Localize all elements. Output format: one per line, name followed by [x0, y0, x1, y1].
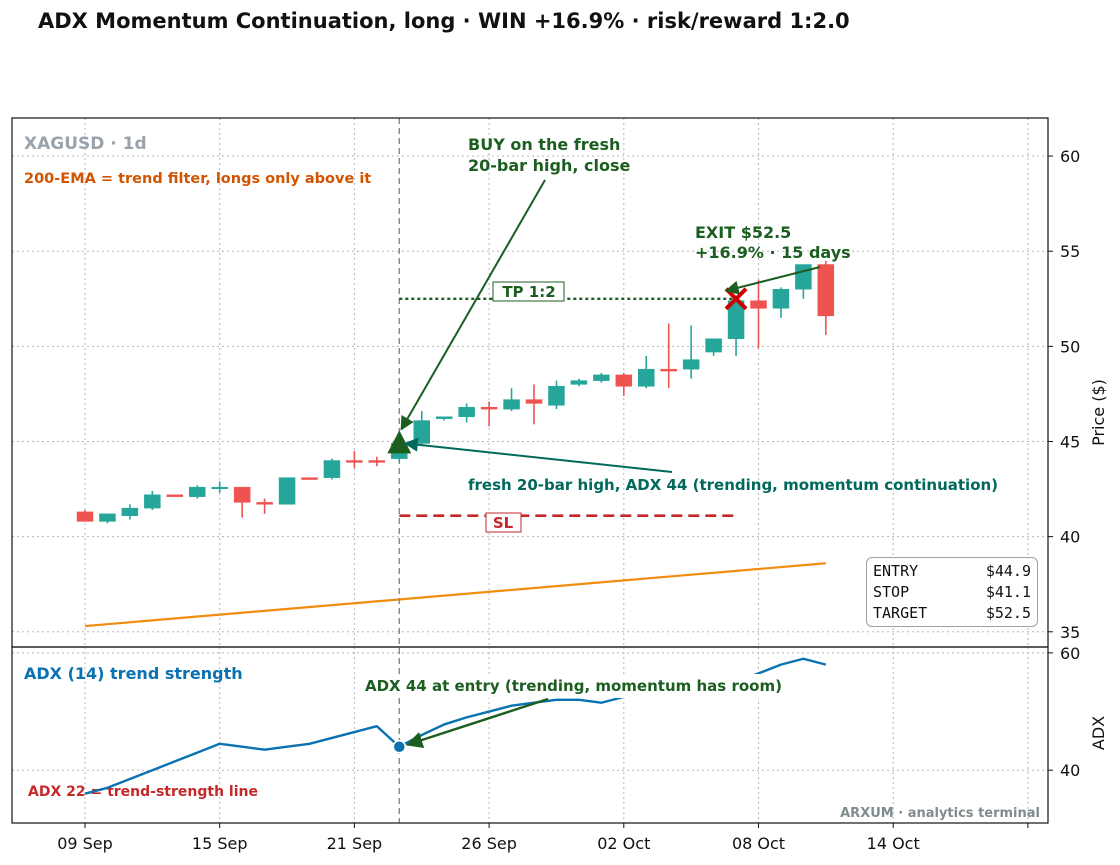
x-tick-label: 02 Oct — [597, 834, 650, 853]
trade-row-entry: ENTRY $44.9 — [873, 561, 1031, 582]
ema200-line — [84, 562, 826, 628]
candle-bull — [121, 507, 139, 516]
candle-bull — [211, 486, 228, 490]
candle-bear — [750, 300, 767, 309]
candle-bull — [795, 264, 812, 290]
x-tick-label: 09 Sep — [57, 834, 113, 853]
x-tick-label: 21 Sep — [327, 834, 383, 853]
candle-bull — [503, 399, 520, 410]
signal-note: fresh 20-bar high, ADX 44 (trending, mom… — [468, 476, 998, 494]
trade-value: $52.5 — [985, 604, 1031, 622]
x-tick-label: 15 Sep — [192, 834, 248, 853]
candle-bull — [458, 406, 475, 418]
candle-bear — [368, 460, 386, 463]
trade-value: $44.9 — [985, 562, 1031, 580]
buy-note-line1: BUY on the fresh — [468, 135, 620, 154]
candle-bull — [144, 494, 161, 509]
candle-bull — [682, 359, 700, 370]
price-axis-label: Price ($) — [1089, 379, 1108, 446]
exit-note-arrow — [724, 266, 821, 295]
tp-label-box — [492, 281, 565, 302]
candle-bear — [525, 399, 543, 404]
sl-label: SL — [493, 514, 514, 532]
candle-bull — [323, 460, 341, 478]
candle-bear — [256, 502, 273, 505]
candle-bull — [548, 386, 565, 406]
candle-bear — [615, 374, 633, 387]
adx-entry-dot — [392, 739, 407, 754]
candle-bull — [638, 368, 655, 387]
trade-value: $41.1 — [985, 583, 1031, 601]
x-tick-label: 08 Oct — [732, 834, 785, 853]
candle-bear — [346, 460, 363, 463]
candle-bull — [570, 380, 588, 385]
adx-threshold-label: ADX 22 = trend-strength line — [28, 784, 258, 800]
adx-pane-title: ADX (14) trend strength — [24, 664, 243, 683]
trade-key: TARGET — [873, 604, 928, 622]
buy-note-line2: 20-bar high, close — [468, 156, 630, 175]
candle-bull — [593, 374, 610, 381]
trade-key: ENTRY — [873, 562, 919, 580]
adx-tick-label: 40 — [1060, 761, 1080, 780]
tp-label: TP 1:2 — [502, 283, 555, 301]
adx-entry-note: ADX 44 at entry (trending, momentum has … — [365, 677, 782, 695]
candle-bull — [435, 416, 453, 419]
candle-bear — [817, 264, 835, 317]
trade-summary-table: ENTRY $44.9 STOP $41.1 TARGET $52.5 — [866, 557, 1038, 627]
chart-title: ADX Momentum Continuation, long · WIN +1… — [38, 9, 850, 33]
adx-entry-arrow — [405, 697, 549, 749]
trade-row-target: TARGET $52.5 — [873, 603, 1031, 624]
price-tick-label: 55 — [1060, 242, 1080, 261]
price-tick-label: 35 — [1060, 623, 1080, 642]
buy-note-arrow — [400, 179, 546, 431]
adx-axis-label: ADX — [1089, 716, 1108, 750]
candle-bear — [480, 406, 498, 410]
trade-row-stop: STOP $41.1 — [873, 582, 1031, 603]
price-tick-label: 45 — [1060, 432, 1080, 451]
adx-pane-frame — [11, 646, 1049, 824]
candle-bear — [166, 494, 184, 497]
candle-bear — [233, 486, 251, 503]
price-tick-label: 40 — [1060, 528, 1080, 547]
adx-entry-note-bg — [360, 674, 812, 698]
sl-label-box — [485, 512, 522, 533]
candle-bear — [660, 368, 677, 372]
candle-bear — [301, 477, 318, 480]
candle-bull — [413, 420, 430, 444]
x-tick-label: 26 Sep — [461, 834, 517, 853]
price-tick-label: 60 — [1060, 147, 1080, 166]
adx-tick-label: 60 — [1060, 644, 1080, 663]
candle-bear — [76, 511, 94, 522]
candle-bull — [189, 486, 206, 497]
price-tick-label: 50 — [1060, 337, 1080, 356]
signal-note-arrow — [403, 437, 673, 473]
watermark: ARXUM · analytics terminal — [840, 806, 1040, 821]
x-tick-label: 14 Oct — [867, 834, 920, 853]
symbol-label: XAGUSD · 1d — [24, 134, 147, 154]
ema-note: 200-EMA = trend filter, longs only above… — [24, 171, 371, 187]
candle-bull — [772, 289, 790, 309]
exit-note-line1: EXIT $52.5 — [695, 223, 791, 242]
trade-key: STOP — [873, 583, 910, 601]
candle-bull — [705, 338, 722, 353]
exit-note-line2: +16.9% · 15 days — [695, 243, 851, 262]
candle-bull — [278, 477, 296, 505]
candle-bull — [99, 513, 116, 522]
